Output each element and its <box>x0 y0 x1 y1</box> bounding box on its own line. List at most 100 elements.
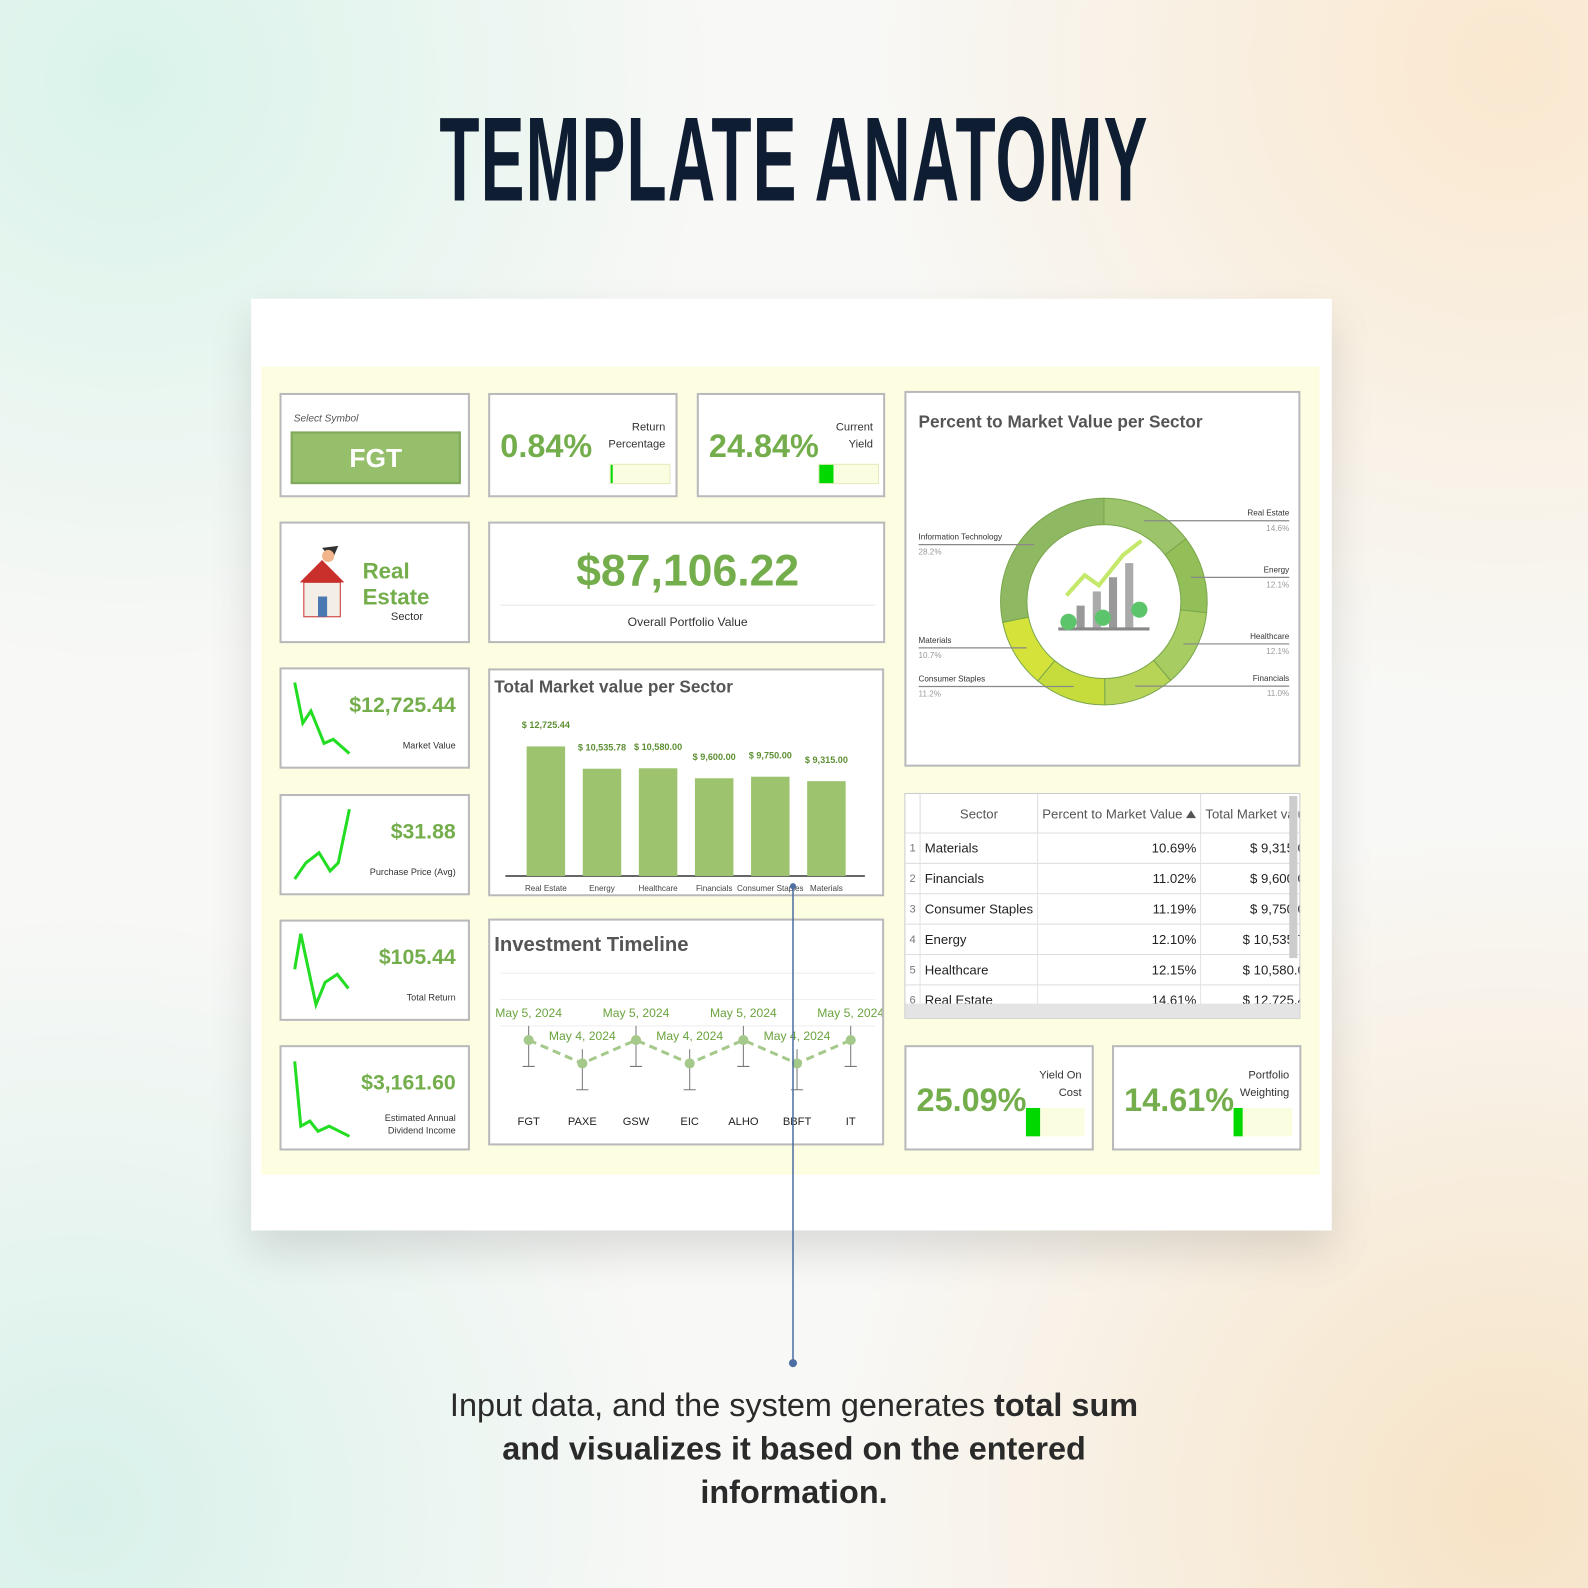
house-icon <box>299 545 345 618</box>
bar-chart: Total Market value per Sector $ 12,725.4… <box>494 677 865 893</box>
chart-title: Percent to Market Value per Sector <box>919 411 1203 431</box>
value-label: $ 9,315.00 <box>805 755 848 765</box>
timeline-date: May 4, 2024 <box>656 1029 723 1043</box>
metric-card: $12,725.44 Market Value <box>279 667 470 769</box>
portfolio-card: $87,106.22 Overall Portfolio Value <box>488 521 886 644</box>
metric-label: Total Return <box>406 992 456 1003</box>
progress-fill <box>1025 1107 1041 1137</box>
sparkline <box>293 1061 351 1138</box>
table-cell: $ 10,535.78 <box>1200 924 1300 956</box>
metric-value: $31.88 <box>390 820 456 844</box>
value-label: $ 10,580.00 <box>634 742 682 752</box>
row-index: 2 <box>905 863 921 895</box>
donut-slice <box>1000 497 1105 623</box>
table-cell: Healthcare <box>920 954 1039 986</box>
timeline-marker <box>738 1035 749 1046</box>
timeline-marker <box>577 1058 588 1069</box>
slice-value-label: 12.1% <box>1266 580 1289 589</box>
donut-slice <box>1164 538 1208 614</box>
timeline-date: May 4, 2024 <box>764 1029 831 1043</box>
sector-label: Sector <box>390 610 424 623</box>
slice-label: Materials <box>919 636 952 645</box>
center-icon <box>1058 539 1150 631</box>
table-card: Sector Percent to Market Value Total Mar… <box>904 792 1301 1019</box>
column-header[interactable]: Percent to Market Value <box>1037 794 1202 834</box>
progress-track <box>818 463 880 485</box>
donut-card: Percent to Market Value per Sector Real … <box>904 390 1301 767</box>
slice-value-label: 28.2% <box>919 548 942 557</box>
table-cell: $ 9,315.00 <box>1200 832 1300 864</box>
kpi-label: Current Yield <box>835 421 873 451</box>
metric-label: Market Value <box>402 740 456 751</box>
progress-track <box>609 463 671 485</box>
value-label: $ 9,600.00 <box>693 752 736 762</box>
progress-fill <box>1233 1107 1243 1137</box>
slice-value-label: 12.1% <box>1266 647 1289 656</box>
bar <box>694 778 734 877</box>
column-header-text: Percent to Market Value <box>1042 805 1183 821</box>
annotation-connector <box>788 883 798 1368</box>
bar <box>526 746 566 877</box>
kpi-card: 25.09% Yield On Cost <box>904 1045 1094 1151</box>
timeline-marker <box>791 1058 803 1069</box>
chart-title: Total Market value per Sector <box>494 677 733 697</box>
caption-emphasis: total sum and visualizes it based on the… <box>502 1386 1139 1511</box>
x-tick-label: Financials <box>696 884 732 893</box>
sparkline <box>293 682 351 755</box>
divider <box>500 604 876 606</box>
progress-fill <box>819 464 834 484</box>
value-label: $ 9,750.00 <box>749 750 792 760</box>
slice-label: Financials <box>1253 674 1289 683</box>
scroll-track <box>905 1003 1300 1018</box>
bar-chart-card: Total Market value per Sector $ 12,725.4… <box>488 668 885 897</box>
kpi-card: 0.84% Return Percentage <box>488 392 678 498</box>
page-title: TEMPLATE ANATOMY <box>439 93 1149 227</box>
index-header <box>905 794 921 834</box>
table-cell: Consumer Staples <box>920 893 1039 925</box>
column-header[interactable]: Sector <box>920 794 1039 834</box>
slice-value-label: 14.6% <box>1266 524 1289 533</box>
table-cell: $ 10,580.00 <box>1200 954 1300 986</box>
timeline-title: Investment Timeline <box>494 934 688 956</box>
slice-value-label: 10.7% <box>919 651 942 660</box>
x-tick-label: Consumer Staples <box>737 884 804 893</box>
timeline-symbol: BBFT <box>783 1116 812 1128</box>
kpi-label: Portfolio Weighting <box>1239 1069 1290 1099</box>
sparkline <box>293 808 351 880</box>
column-header[interactable]: Total Market value <box>1200 794 1300 834</box>
timeline-symbol: GSW <box>623 1116 650 1128</box>
table-cell: 11.02% <box>1037 863 1202 895</box>
timeline-symbol: FGT <box>518 1116 540 1128</box>
symbol-label: Select Symbol <box>293 413 359 425</box>
kpi-card: 24.84% Current Yield <box>696 392 886 498</box>
row-index: 1 <box>905 832 921 864</box>
metric-label: Estimated Annual Dividend Income <box>384 1113 456 1136</box>
caption-text: Input data, and the system generates <box>449 1386 995 1423</box>
sector-table: Sector Percent to Market Value Total Mar… <box>905 794 1300 1016</box>
symbol-select[interactable]: FGT <box>290 431 461 485</box>
donut-chart: Percent to Market Value per Sector Real … <box>918 411 1291 706</box>
kpi-card: 14.61% Portfolio Weighting <box>1112 1045 1302 1151</box>
slice-label: Energy <box>1264 565 1291 574</box>
row-index: 4 <box>905 924 921 956</box>
x-tick-label: Healthcare <box>639 884 679 893</box>
kpi-value: 14.61% <box>1124 1081 1235 1119</box>
timeline-symbol: EIC <box>680 1116 699 1128</box>
x-tick-label: Real Estate <box>525 884 567 893</box>
metric-value: $3,161.60 <box>361 1071 456 1095</box>
scrollbar[interactable] <box>1289 796 1298 959</box>
kpi-value: 0.84% <box>500 427 593 464</box>
table-cell: Energy <box>920 924 1039 956</box>
metric-value: $105.44 <box>378 945 456 970</box>
table-cell: 11.19% <box>1037 893 1202 925</box>
metric-label: Purchase Price (Avg) <box>369 866 456 878</box>
portfolio-value: $87,106.22 <box>576 545 800 596</box>
timeline-marker <box>523 1035 534 1046</box>
table-cell: 12.15% <box>1037 954 1202 986</box>
bar <box>582 768 622 877</box>
timeline-date: May 5, 2024 <box>710 1006 777 1020</box>
x-tick-label: Materials <box>810 884 843 893</box>
